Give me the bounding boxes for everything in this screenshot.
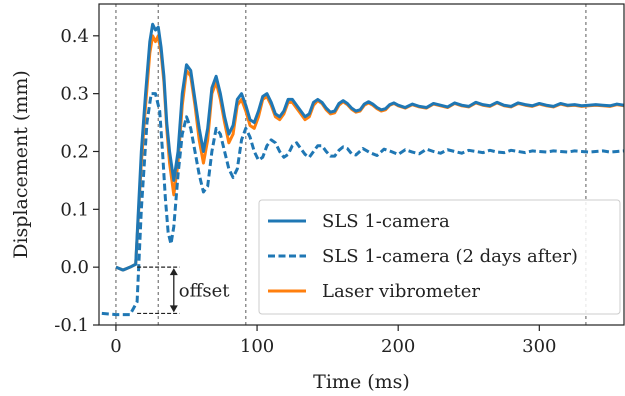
- x-axis-ticks: 0 100 200 300: [110, 325, 557, 357]
- y-axis-ticks: -0.1 0.0 0.1 0.2 0.3 0.4: [54, 26, 99, 336]
- series-layer: [101, 22, 625, 317]
- legend-label-2: Laser vibrometer: [322, 281, 480, 302]
- offset-label: offset: [179, 280, 231, 301]
- legend-box: [258, 199, 621, 315]
- plot-frame: [98, 3, 625, 326]
- y-tick-label: 0.1: [60, 199, 89, 220]
- series-line-0: [115, 22, 625, 272]
- y-tick-label: 0.0: [60, 257, 89, 278]
- x-tick-label: 100: [240, 336, 274, 357]
- x-axis-label: Time (ms): [313, 371, 410, 393]
- x-tick-label: 0: [110, 336, 121, 357]
- y-axis-label: Displacement (mm): [10, 70, 32, 259]
- legend-label-1: SLS 1-camera (2 days after): [322, 246, 578, 267]
- offset-arrow-head-top: [169, 268, 178, 276]
- series-line-1: [101, 92, 625, 317]
- x-tick-label: 200: [381, 336, 415, 357]
- x-tick-label: 300: [522, 336, 556, 357]
- legend: SLS 1-camera SLS 1-camera (2 days after) L…: [258, 199, 621, 315]
- legend-label-0: SLS 1-camera: [322, 211, 450, 232]
- y-tick-label: 0.2: [60, 141, 89, 162]
- offset-arrow-head-bottom: [169, 305, 178, 313]
- y-tick-label: 0.3: [60, 84, 89, 105]
- y-tick-label: -0.1: [54, 315, 89, 336]
- offset-annotation: offset: [137, 266, 231, 315]
- y-tick-label: 0.4: [60, 26, 89, 47]
